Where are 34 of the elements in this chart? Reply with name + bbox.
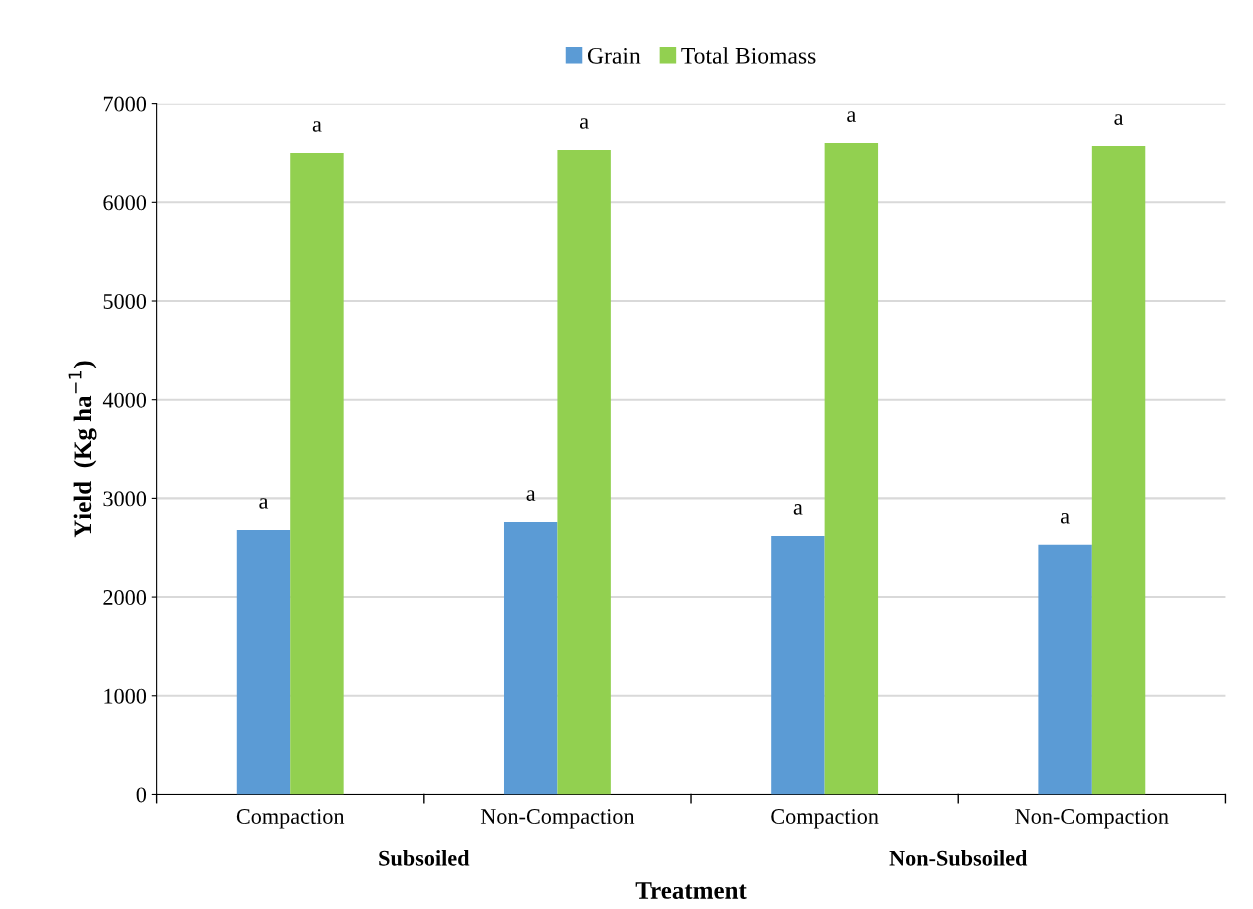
data-label: a bbox=[580, 118, 589, 129]
y-tick-label: 5000 bbox=[103, 293, 147, 309]
bar bbox=[1091, 146, 1146, 795]
bar bbox=[1038, 544, 1092, 795]
y-tick-label: 3000 bbox=[103, 491, 147, 507]
x-tick-label: Non-Compaction bbox=[1015, 809, 1169, 829]
data-label: a bbox=[312, 121, 322, 132]
y-tick-label: 2000 bbox=[103, 590, 147, 606]
bar bbox=[557, 150, 611, 795]
bar bbox=[503, 522, 558, 795]
bar bbox=[236, 529, 291, 795]
data-label: a bbox=[847, 111, 856, 122]
data-label: a bbox=[1114, 114, 1124, 125]
bar bbox=[290, 152, 344, 795]
y-axis-title: Yield (Kg ha$^{−1}$) bbox=[68, 361, 97, 538]
legend-label: Total Biomass bbox=[681, 47, 816, 64]
y-tick-label: 0 bbox=[136, 787, 147, 803]
data-label: a bbox=[526, 490, 536, 501]
text: Non-Subsoiled bbox=[889, 850, 1028, 866]
text: Subsoiled bbox=[379, 850, 470, 866]
data-label: a bbox=[1060, 512, 1070, 524]
x-tick-label: Non-Compaction bbox=[480, 809, 635, 829]
x-tick-label: Compaction bbox=[771, 809, 879, 829]
data-label: a bbox=[793, 504, 803, 515]
x-axis-title: Treatment bbox=[635, 882, 747, 899]
bar bbox=[771, 535, 825, 795]
y-tick-label: 6000 bbox=[103, 195, 147, 211]
y-tick-label: 7000 bbox=[103, 96, 147, 112]
y-tick-label: 1000 bbox=[104, 688, 147, 704]
data-label: a bbox=[259, 498, 269, 509]
y-tick-label: 4000 bbox=[102, 392, 147, 408]
x-tick-label: Compaction bbox=[236, 809, 345, 829]
legend-label: Grain bbox=[587, 47, 641, 64]
bar bbox=[824, 143, 879, 795]
